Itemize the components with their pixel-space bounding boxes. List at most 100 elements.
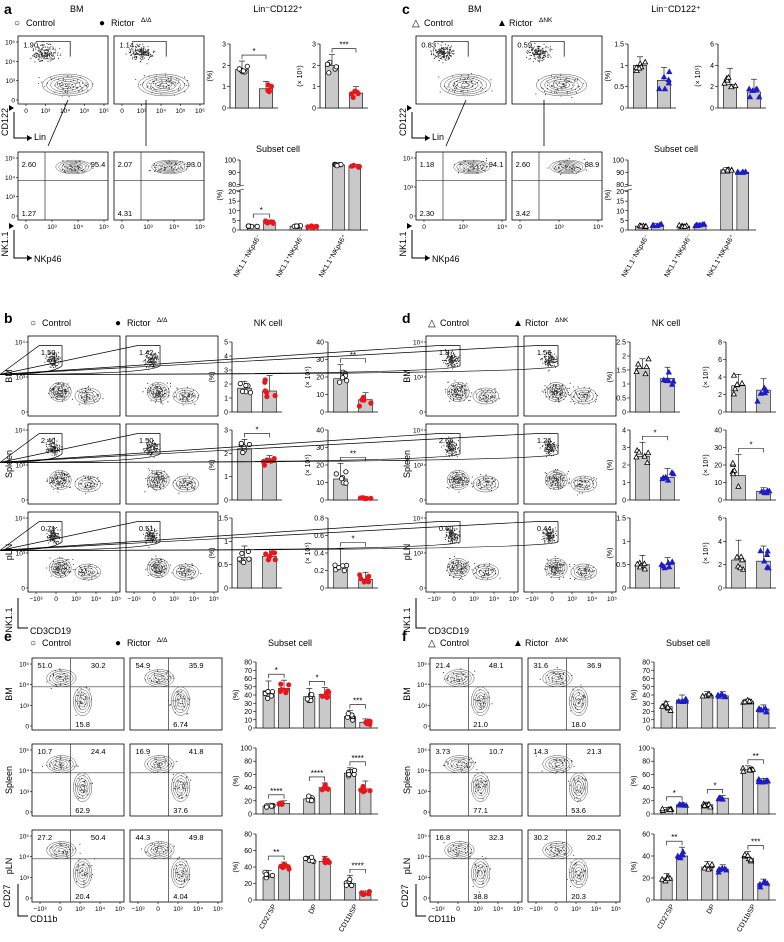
data-point bbox=[352, 88, 358, 94]
event-dot bbox=[172, 82, 174, 84]
event-dot bbox=[525, 56, 528, 59]
event-dot bbox=[447, 59, 449, 61]
event-dot bbox=[448, 487, 450, 489]
event-dot bbox=[135, 53, 137, 55]
event-dot bbox=[183, 572, 186, 574]
event-dot bbox=[552, 392, 554, 394]
event-dot bbox=[41, 81, 43, 83]
legend-superscript: Δ/Δ bbox=[141, 17, 152, 24]
event-dot bbox=[447, 445, 449, 447]
event-dot bbox=[192, 394, 194, 396]
contour-ring bbox=[448, 77, 483, 93]
event-dot bbox=[192, 486, 194, 488]
event-dot bbox=[453, 441, 455, 443]
data-point bbox=[660, 73, 668, 80]
event-dot bbox=[87, 574, 89, 576]
event-dot bbox=[440, 55, 442, 57]
event-dot bbox=[439, 52, 442, 54]
x-tick-label: 10⁴ bbox=[60, 108, 70, 115]
event-dot bbox=[57, 540, 59, 542]
event-dot bbox=[135, 78, 137, 81]
event-dot bbox=[160, 479, 162, 481]
event-dot bbox=[448, 57, 450, 60]
event-dot bbox=[134, 53, 136, 55]
y-tick-label: 0 bbox=[320, 410, 324, 417]
event-dot bbox=[157, 476, 159, 478]
event-dot bbox=[450, 452, 452, 454]
y-tick-label: 2 bbox=[622, 354, 626, 361]
event-dot bbox=[52, 392, 54, 394]
event-dot bbox=[558, 391, 561, 393]
event-dot bbox=[179, 87, 182, 89]
contour-ring bbox=[552, 161, 584, 173]
event-dot bbox=[98, 398, 100, 400]
event-dot bbox=[557, 88, 559, 91]
y-tick-label: 80 bbox=[228, 182, 236, 189]
event-dot bbox=[49, 540, 51, 542]
event-dot bbox=[43, 44, 45, 46]
contour-ring bbox=[81, 391, 95, 401]
event-dot bbox=[58, 447, 61, 449]
x-tick-label: 0 bbox=[54, 596, 58, 603]
event-dot bbox=[165, 567, 167, 569]
event-dot bbox=[184, 91, 186, 93]
event-dot bbox=[167, 391, 169, 393]
event-dot bbox=[574, 167, 576, 169]
event-dot bbox=[495, 398, 497, 400]
event-dot bbox=[182, 400, 184, 402]
event-dot bbox=[160, 401, 162, 403]
event-dot bbox=[545, 360, 547, 362]
event-dot bbox=[51, 54, 53, 56]
event-dot bbox=[556, 92, 558, 94]
event-dot bbox=[565, 82, 567, 84]
y-tick-label: 10³ bbox=[414, 375, 424, 382]
y-tick-label: 6 bbox=[718, 357, 722, 364]
event-dot bbox=[57, 52, 59, 54]
event-dot bbox=[54, 448, 56, 450]
event-dot bbox=[562, 388, 564, 390]
event-dot bbox=[456, 357, 458, 359]
event-dot bbox=[150, 536, 152, 538]
event-dot bbox=[141, 54, 144, 56]
y-tick-label: 10⁴ bbox=[5, 59, 15, 66]
event-dot bbox=[454, 365, 456, 367]
event-dot bbox=[52, 452, 54, 454]
event-dot bbox=[448, 52, 450, 54]
event-dot bbox=[52, 352, 54, 354]
event-dot bbox=[85, 392, 88, 394]
event-dot bbox=[49, 534, 51, 537]
event-dot bbox=[130, 54, 132, 56]
event-dot bbox=[561, 392, 563, 394]
data-point bbox=[264, 394, 270, 400]
event-dot bbox=[155, 533, 157, 535]
y-tick-label: 2 bbox=[718, 392, 722, 399]
event-dot bbox=[546, 84, 549, 86]
event-dot bbox=[145, 367, 148, 369]
event-dot bbox=[451, 364, 453, 366]
gate-percent: 95.4 bbox=[91, 160, 106, 169]
y-tick-label: 10⁴ bbox=[403, 156, 413, 163]
event-dot bbox=[51, 533, 53, 535]
event-dot bbox=[579, 168, 581, 170]
event-dot bbox=[551, 360, 553, 362]
event-dot bbox=[455, 358, 457, 360]
event-dot bbox=[570, 401, 572, 403]
event-dot bbox=[61, 571, 63, 574]
event-dot bbox=[55, 484, 57, 487]
x-tick-label: 10³ bbox=[137, 108, 147, 115]
event-dot bbox=[101, 482, 103, 484]
y-axis-label: (%) bbox=[605, 71, 612, 82]
event-dot bbox=[437, 51, 439, 53]
event-dot bbox=[471, 392, 473, 394]
event-dot bbox=[60, 391, 62, 393]
event-dot bbox=[53, 535, 55, 537]
event-dot bbox=[84, 84, 86, 86]
event-dot bbox=[555, 361, 557, 363]
event-dot bbox=[181, 573, 183, 575]
event-dot bbox=[554, 167, 556, 169]
event-dot bbox=[450, 447, 452, 449]
data-point bbox=[313, 223, 320, 229]
y-axis-label: (%) bbox=[209, 372, 216, 383]
event-dot bbox=[148, 358, 150, 360]
event-dot bbox=[46, 43, 48, 45]
